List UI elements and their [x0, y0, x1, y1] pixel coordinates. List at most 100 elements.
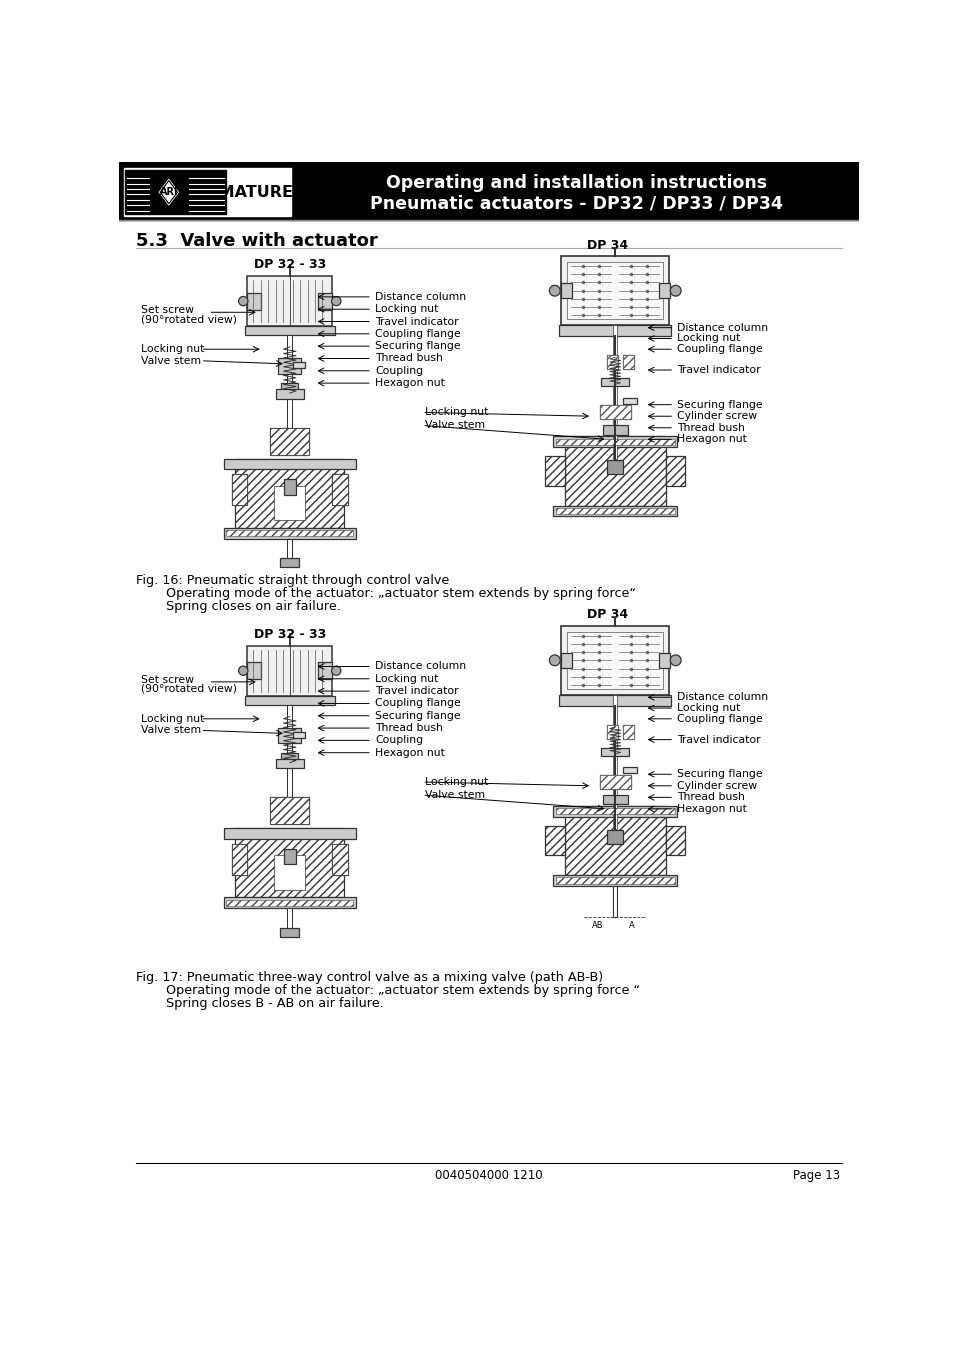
Bar: [600, 748, 629, 755]
Text: Coupling flange: Coupling flange: [375, 698, 460, 708]
Text: Set screw: Set screw: [141, 305, 193, 315]
Bar: [247, 646, 332, 696]
Bar: [564, 436, 665, 505]
Bar: [287, 705, 292, 813]
Bar: [622, 767, 637, 774]
Text: Coupling flange: Coupling flange: [375, 328, 460, 339]
Bar: [270, 428, 309, 455]
Bar: [622, 725, 633, 739]
Text: Spring closes on air failure.: Spring closes on air failure.: [166, 600, 340, 613]
Bar: [275, 389, 303, 399]
Bar: [278, 728, 301, 743]
Bar: [599, 775, 630, 789]
Bar: [287, 335, 292, 443]
Text: Cylinder screw: Cylinder screw: [677, 781, 757, 790]
Text: Thread bush: Thread bush: [677, 793, 744, 802]
Text: Distance column: Distance column: [375, 662, 466, 671]
Text: Spring closes B - AB on air failure.: Spring closes B - AB on air failure.: [166, 997, 383, 1009]
Text: (90°rotated view): (90°rotated view): [141, 315, 236, 324]
Text: Set screw: Set screw: [141, 674, 193, 685]
Bar: [281, 753, 298, 761]
Text: Travel indicator: Travel indicator: [375, 686, 458, 696]
Bar: [558, 326, 670, 336]
Bar: [600, 378, 629, 386]
Circle shape: [332, 666, 340, 676]
Bar: [553, 436, 677, 447]
Bar: [226, 530, 353, 536]
Bar: [275, 759, 303, 769]
Bar: [232, 474, 247, 505]
Bar: [555, 808, 674, 815]
Text: AB: AB: [592, 921, 603, 931]
Bar: [665, 457, 684, 485]
Circle shape: [670, 285, 680, 296]
Circle shape: [238, 296, 248, 305]
Bar: [622, 725, 633, 739]
Bar: [622, 397, 637, 404]
Bar: [293, 732, 305, 738]
Text: Travel indicator: Travel indicator: [677, 365, 760, 376]
Text: Operating mode of the actuator: „actuator stem extends by spring force“: Operating mode of the actuator: „actuato…: [166, 588, 635, 600]
Bar: [607, 725, 618, 739]
Bar: [280, 928, 298, 936]
Bar: [232, 844, 247, 874]
Bar: [553, 875, 677, 886]
Bar: [278, 358, 301, 374]
Bar: [602, 794, 627, 804]
Text: DP 34: DP 34: [586, 239, 627, 251]
Text: Page 13: Page 13: [792, 1169, 840, 1182]
Bar: [235, 458, 344, 528]
Circle shape: [549, 285, 559, 296]
Text: Valve stem: Valve stem: [425, 420, 485, 431]
Text: Coupling flange: Coupling flange: [677, 713, 762, 724]
Text: Pneumatic actuators - DP32 / DP33 / DP34: Pneumatic actuators - DP32 / DP33 / DP34: [370, 195, 782, 212]
Text: Hexagon nut: Hexagon nut: [677, 804, 746, 813]
Text: Securing flange: Securing flange: [375, 711, 460, 720]
Bar: [270, 797, 309, 824]
Text: Fig. 16: Pneumatic straight through control valve: Fig. 16: Pneumatic straight through cont…: [136, 574, 449, 588]
Text: Thread bush: Thread bush: [677, 423, 744, 432]
Text: Valve stem: Valve stem: [425, 790, 485, 800]
Bar: [247, 662, 261, 680]
Text: Thread bush: Thread bush: [375, 723, 442, 734]
Bar: [224, 897, 355, 908]
Text: Distance column: Distance column: [677, 692, 767, 703]
Text: (90°rotated view): (90°rotated view): [141, 684, 236, 694]
Bar: [622, 355, 633, 369]
Bar: [125, 170, 226, 215]
Bar: [599, 405, 630, 419]
Bar: [224, 458, 355, 469]
Bar: [274, 485, 305, 520]
Bar: [558, 694, 670, 705]
Bar: [555, 877, 674, 884]
Text: Valve stem: Valve stem: [141, 355, 201, 366]
Bar: [599, 405, 630, 419]
Text: Locking nut: Locking nut: [677, 334, 740, 343]
Bar: [545, 457, 564, 485]
Text: DP 32 - 33: DP 32 - 33: [253, 258, 326, 272]
Text: Securing flange: Securing flange: [677, 400, 762, 409]
Text: Hexagon nut: Hexagon nut: [677, 434, 746, 444]
Text: Locking nut: Locking nut: [375, 674, 438, 684]
Text: ARMATUREN: ARMATUREN: [194, 185, 307, 200]
Bar: [622, 355, 633, 369]
Bar: [560, 653, 571, 667]
Bar: [318, 293, 332, 309]
Text: DP 34: DP 34: [586, 608, 627, 621]
Bar: [555, 508, 674, 513]
Bar: [332, 474, 348, 505]
Circle shape: [332, 296, 340, 305]
Bar: [332, 474, 348, 505]
Text: ARI: ARI: [159, 188, 178, 197]
Bar: [555, 439, 674, 444]
Bar: [613, 886, 617, 917]
Text: Locking nut: Locking nut: [141, 345, 204, 354]
Circle shape: [670, 655, 680, 666]
Bar: [607, 461, 622, 474]
Bar: [567, 632, 662, 689]
Text: Cylinder screw: Cylinder screw: [677, 411, 757, 422]
Bar: [332, 844, 348, 874]
Text: Travel indicator: Travel indicator: [375, 316, 458, 327]
Circle shape: [549, 655, 559, 666]
Bar: [553, 505, 677, 516]
